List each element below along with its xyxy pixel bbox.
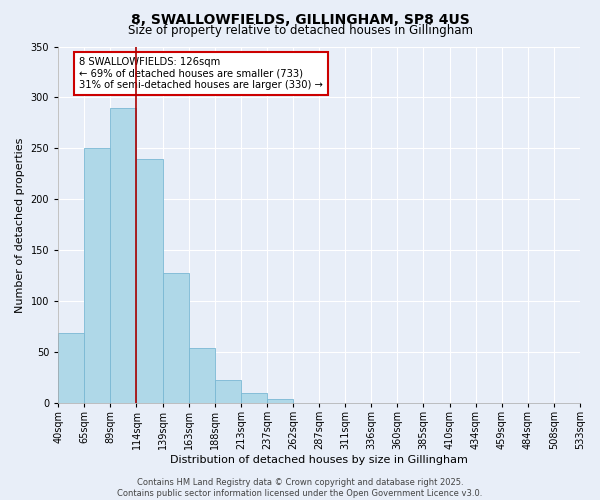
Y-axis label: Number of detached properties: Number of detached properties <box>15 137 25 312</box>
Bar <box>163 272 188 403</box>
Text: 8 SWALLOWFIELDS: 126sqm
← 69% of detached houses are smaller (733)
31% of semi-d: 8 SWALLOWFIELDS: 126sqm ← 69% of detache… <box>79 57 323 90</box>
Bar <box>110 108 136 403</box>
Text: Contains HM Land Registry data © Crown copyright and database right 2025.
Contai: Contains HM Land Registry data © Crown c… <box>118 478 482 498</box>
Bar <box>84 148 110 403</box>
Bar <box>241 393 267 403</box>
Bar <box>136 158 163 403</box>
X-axis label: Distribution of detached houses by size in Gillingham: Distribution of detached houses by size … <box>170 455 468 465</box>
Bar <box>58 333 84 403</box>
Text: Size of property relative to detached houses in Gillingham: Size of property relative to detached ho… <box>128 24 473 37</box>
Bar <box>188 348 215 403</box>
Bar <box>267 399 293 403</box>
Text: 8, SWALLOWFIELDS, GILLINGHAM, SP8 4US: 8, SWALLOWFIELDS, GILLINGHAM, SP8 4US <box>131 12 469 26</box>
Bar <box>215 380 241 403</box>
